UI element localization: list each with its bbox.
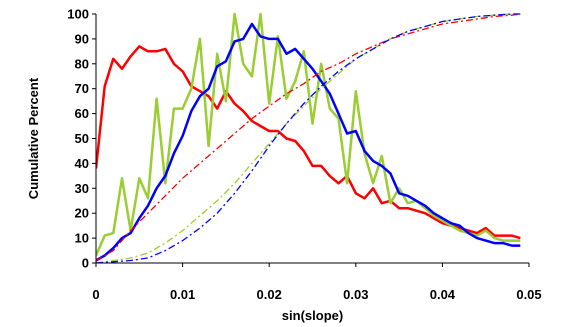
y-tick-label: 40 (75, 156, 89, 171)
x-tick-label: 0.04 (430, 287, 456, 302)
series-line-6 (96, 13, 521, 263)
y-tick-label: 20 (75, 206, 89, 221)
x-tick-label: 0.01 (170, 287, 195, 302)
y-tick-label: 60 (75, 106, 89, 121)
series-line-4 (96, 13, 521, 262)
y-axis-title: Cumulative Percent (26, 77, 41, 199)
series-line-1 (96, 45, 521, 240)
y-tick-label: 50 (75, 131, 89, 146)
y-tick-label: 70 (75, 81, 89, 96)
y-tick-label: 0 (82, 256, 89, 271)
series-line-3 (96, 22, 521, 262)
x-tick-label: 0.05 (516, 287, 541, 302)
series-line-5 (96, 13, 521, 263)
y-tick-label: 30 (75, 181, 89, 196)
x-tick-label: 0 (92, 287, 99, 302)
y-tick-label: 10 (75, 231, 89, 246)
series-layer (96, 12, 521, 263)
ticks-layer: 0 10 20 30 40 50 60 70 80 90 100 0 0.01 0.02 0.03 0.04 0… (67, 7, 541, 303)
y-tick-label: 90 (75, 31, 89, 46)
y-tick-label: 80 (75, 56, 89, 71)
x-tick-label: 0.03 (343, 287, 368, 302)
x-axis-title: sin(slope) (282, 308, 343, 323)
x-tick-label: 0.02 (257, 287, 282, 302)
y-tick-label: 100 (67, 7, 89, 22)
